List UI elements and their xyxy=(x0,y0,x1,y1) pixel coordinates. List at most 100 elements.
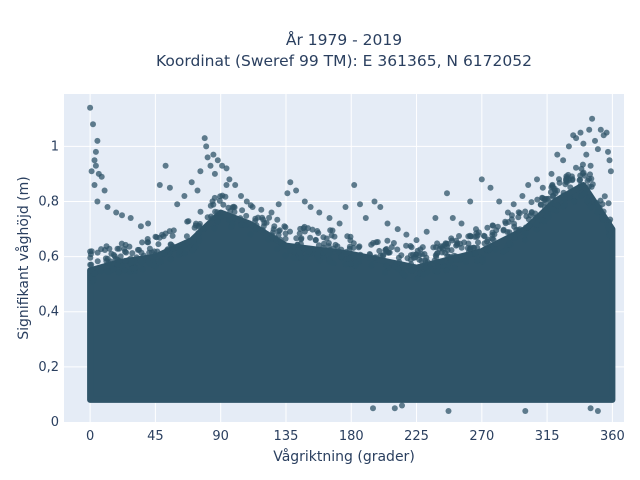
scatter-point xyxy=(326,256,333,263)
scatter-point xyxy=(232,182,239,188)
scatter-point xyxy=(465,240,472,247)
scatter-point xyxy=(258,206,265,213)
scatter-point xyxy=(409,267,416,274)
scatter-point xyxy=(371,198,378,205)
scatter-point xyxy=(94,258,101,265)
scatter-point xyxy=(197,168,204,175)
scatter-point xyxy=(284,190,291,197)
scatter-point xyxy=(309,226,316,233)
scatter-point xyxy=(600,216,607,223)
scatter-point xyxy=(300,225,307,232)
scatter-point xyxy=(466,232,473,239)
scatter-point xyxy=(156,182,163,188)
scatter-point xyxy=(522,408,529,414)
scatter-point xyxy=(207,162,214,169)
scatter-point xyxy=(90,276,97,283)
scatter-point xyxy=(347,260,354,267)
scatter-point xyxy=(188,179,195,186)
scatter-point xyxy=(174,201,181,208)
scatter-point xyxy=(448,258,455,264)
scatter-point xyxy=(181,193,188,199)
scatter-point xyxy=(399,402,405,409)
scatter-point xyxy=(438,258,445,265)
scatter-point xyxy=(408,261,415,268)
scatter-point xyxy=(162,230,169,237)
scatter-point xyxy=(208,213,214,220)
scatter-point xyxy=(183,233,190,240)
scatter-point xyxy=(243,198,250,205)
scatter-point xyxy=(492,246,499,253)
scatter-point xyxy=(123,249,130,256)
scatter-point xyxy=(435,263,442,270)
scatter-point xyxy=(416,252,423,259)
scatter-point xyxy=(272,235,279,242)
scatter-point xyxy=(326,215,333,221)
scatter-point xyxy=(113,209,120,216)
scatter-point xyxy=(274,216,281,223)
y-tick-label: 1 xyxy=(51,139,59,154)
scatter-point xyxy=(287,179,294,186)
scatter-point xyxy=(352,262,359,269)
scatter-point xyxy=(597,126,604,133)
scatter-point xyxy=(605,200,612,207)
scatter-point xyxy=(373,239,380,246)
x-tick-label: 180 xyxy=(339,429,364,444)
scatter-point xyxy=(384,220,391,227)
scatter-point xyxy=(581,190,588,197)
scatter-point xyxy=(522,208,529,215)
scatter-point xyxy=(395,254,402,261)
scatter-point xyxy=(347,237,354,244)
scatter-point xyxy=(181,250,188,257)
scatter-point xyxy=(510,201,517,208)
scatter-point xyxy=(532,210,539,217)
scatter-point xyxy=(238,193,244,199)
scatter-point xyxy=(372,254,379,261)
scatter-point xyxy=(508,216,515,223)
scatter-point xyxy=(146,260,153,267)
scatter-point xyxy=(169,232,176,239)
y-tick-label: 0,4 xyxy=(38,305,59,320)
scatter-point xyxy=(294,241,301,248)
y-tick-label: 0,2 xyxy=(38,360,59,375)
scatter-point xyxy=(382,246,389,253)
scatter-point xyxy=(577,129,584,136)
scatter-point xyxy=(355,244,362,251)
scatter-point xyxy=(195,230,202,236)
scatter-point xyxy=(504,209,511,216)
scatter-point xyxy=(391,405,398,412)
scatter-point xyxy=(266,214,273,221)
scatter-point xyxy=(298,236,305,243)
scatter-point xyxy=(588,175,595,182)
scatter-point xyxy=(176,248,183,255)
scatter-point xyxy=(338,253,345,260)
scatter-point xyxy=(551,185,558,192)
scatter-point xyxy=(394,246,401,253)
scatter-point xyxy=(588,183,595,190)
scatter-point xyxy=(448,235,455,242)
scatter-point xyxy=(195,223,202,230)
scatter-point xyxy=(470,244,477,251)
scatter-point xyxy=(368,262,375,269)
scatter-point xyxy=(275,201,282,208)
scatter-point xyxy=(242,222,249,229)
scatter-point xyxy=(192,243,199,250)
scatter-point xyxy=(573,135,580,142)
scatter-point xyxy=(307,234,314,241)
scatter-point xyxy=(390,240,397,246)
x-tick-label: 270 xyxy=(469,429,494,444)
scatter-point xyxy=(219,162,226,169)
scatter-point xyxy=(196,237,203,244)
scatter-point xyxy=(604,222,611,229)
data-points xyxy=(87,104,614,414)
scatter-point xyxy=(106,245,113,252)
scatter-point xyxy=(458,220,465,227)
scatter-point xyxy=(243,212,250,219)
scatter-point xyxy=(253,222,260,229)
scatter-point xyxy=(91,157,98,164)
scatter-point xyxy=(316,209,323,216)
scatter-point xyxy=(190,238,197,245)
chart-title-line-2: Koordinat (Sweref 99 TM): E 361365, N 61… xyxy=(156,52,532,70)
scatter-point xyxy=(607,168,614,175)
scatter-point xyxy=(139,266,146,273)
